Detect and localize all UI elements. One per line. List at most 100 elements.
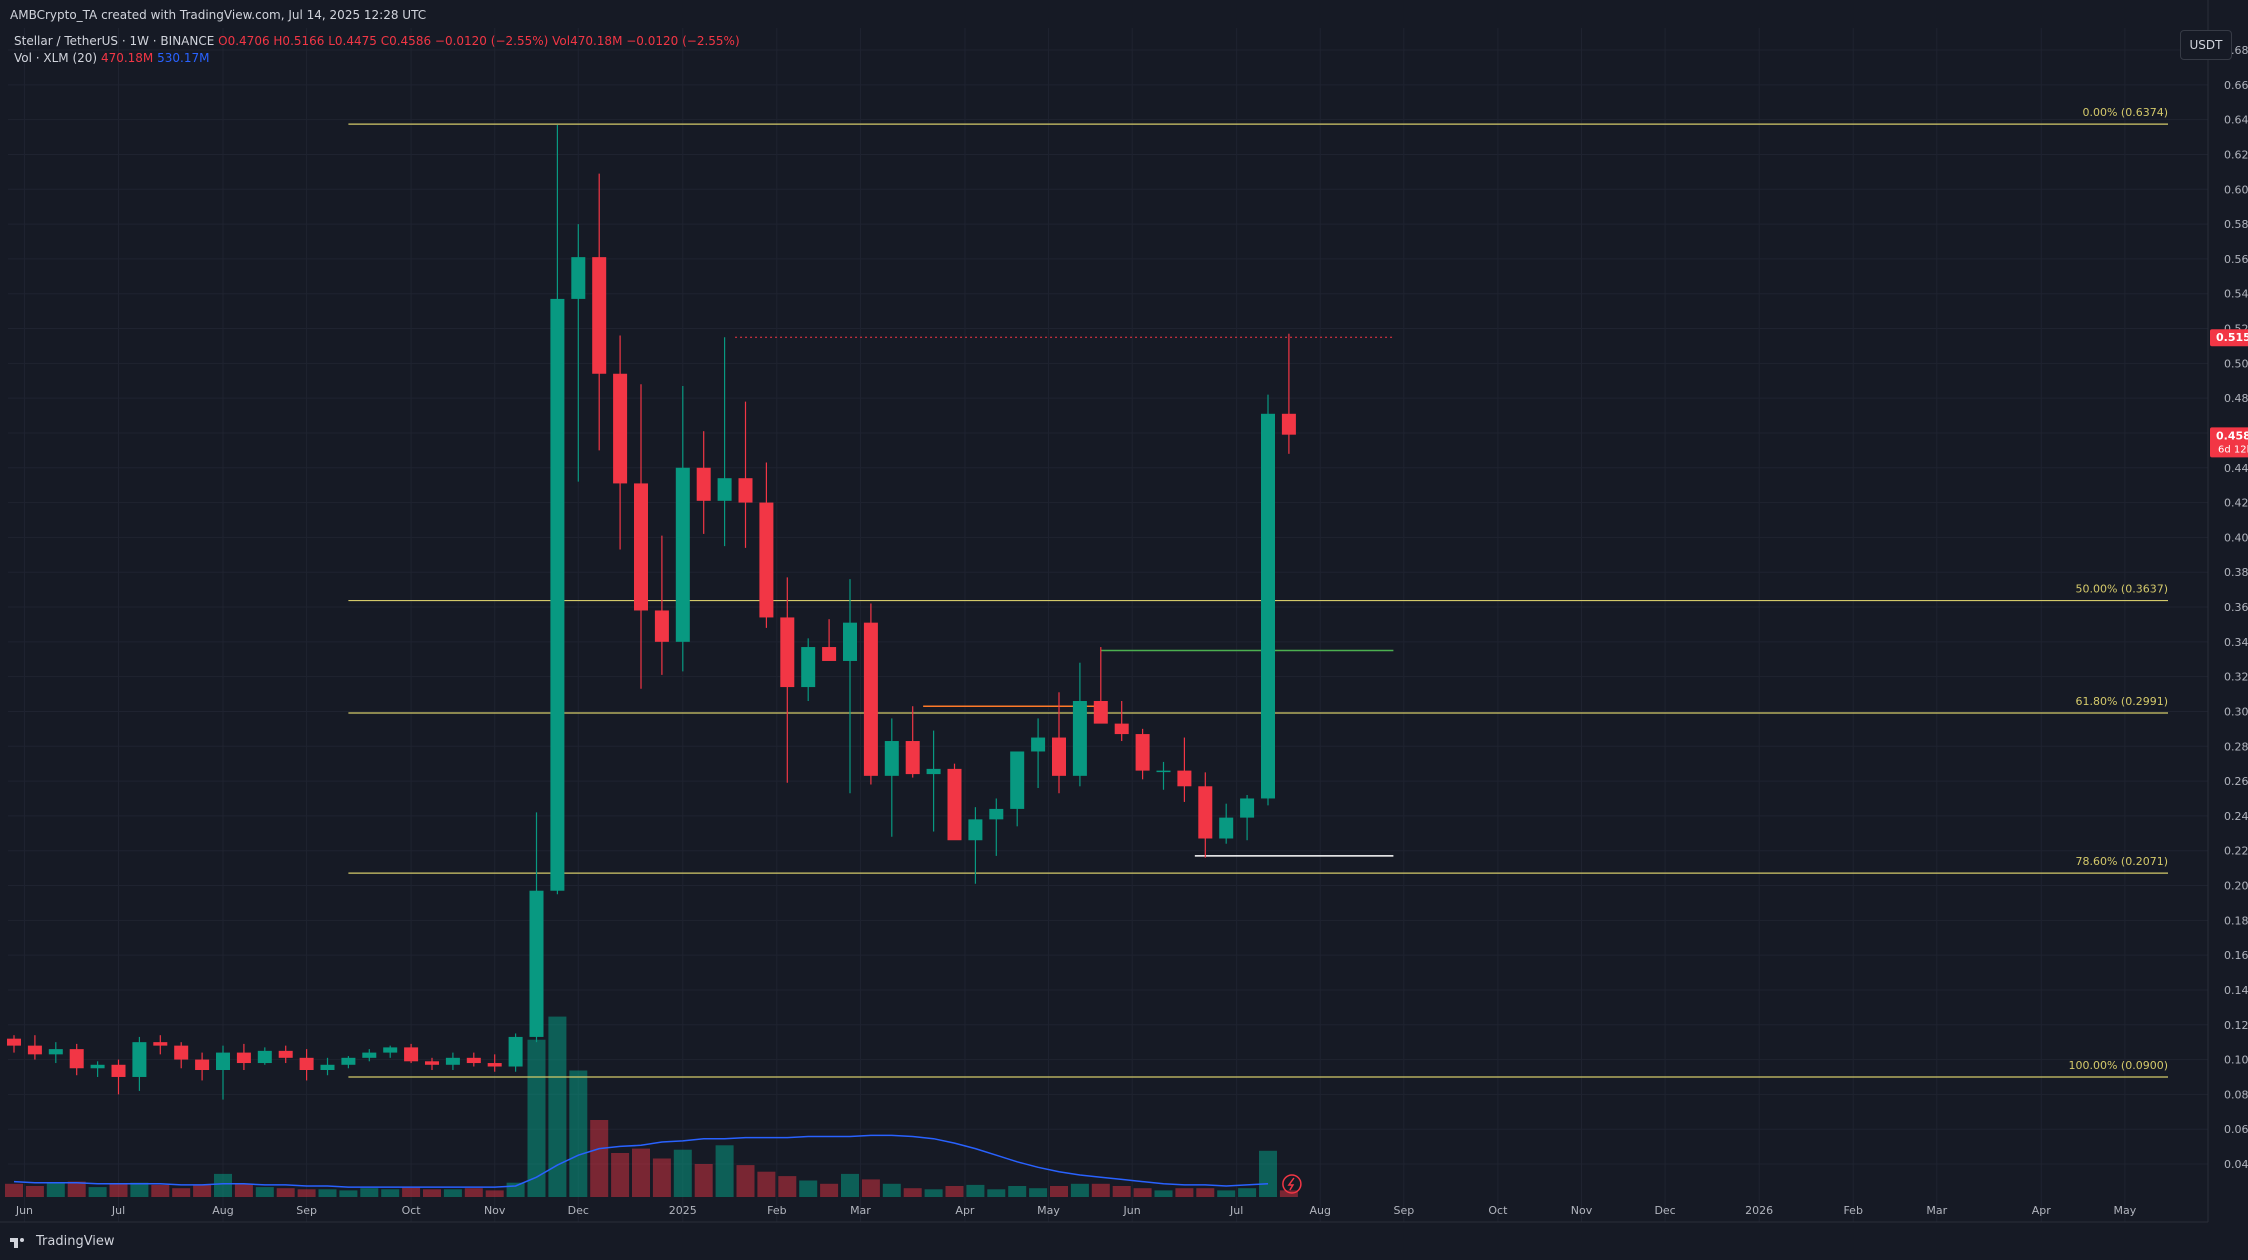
- fib-level-label: 0.00% (0.6374): [2082, 106, 2168, 119]
- volume-indicator-label[interactable]: Vol · XLM (20): [14, 51, 98, 65]
- x-tick-label: May: [1037, 1204, 1060, 1217]
- x-tick-label: Oct: [402, 1204, 422, 1217]
- candle-body: [1135, 734, 1150, 771]
- volume-series: [5, 1016, 1298, 1197]
- volume-bar: [757, 1171, 776, 1197]
- candle-body: [445, 1057, 460, 1065]
- volume-change: Vol470.18M −0.0120 (−2.55%): [552, 34, 740, 48]
- volume-bar: [297, 1189, 316, 1197]
- volume-bar: [1217, 1190, 1236, 1197]
- candle-body: [1198, 786, 1213, 839]
- volume-bar: [130, 1182, 149, 1197]
- volume-bar: [193, 1184, 212, 1197]
- candle-body: [466, 1057, 481, 1064]
- candle-body: [257, 1050, 272, 1064]
- price-label-box: [2210, 427, 2248, 458]
- candle-body: [884, 741, 899, 776]
- y-tick-label: 0.0400: [2224, 1158, 2248, 1171]
- candle-body: [654, 610, 669, 642]
- x-tick-label: Feb: [767, 1204, 786, 1217]
- volume-bar: [88, 1187, 107, 1197]
- candle-body: [592, 257, 607, 374]
- x-tick-label: Jul: [111, 1204, 125, 1217]
- x-tick-label: Oct: [1488, 1204, 1508, 1217]
- candle-body: [717, 478, 732, 501]
- volume-bar: [569, 1070, 588, 1197]
- volume-bar: [5, 1183, 23, 1197]
- y-tick-label: 0.0600: [2224, 1123, 2248, 1136]
- y-tick-label: 0.2800: [2224, 740, 2248, 753]
- candle-body: [1072, 700, 1087, 776]
- candle-body: [1177, 770, 1192, 787]
- candle-body: [195, 1059, 210, 1071]
- candle-body: [278, 1050, 293, 1058]
- volume-bar: [25, 1186, 44, 1197]
- volume-bar: [820, 1183, 839, 1197]
- x-tick-label: Aug: [212, 1204, 233, 1217]
- volume-bar: [590, 1120, 609, 1197]
- x-tick-label: Dec: [1654, 1204, 1675, 1217]
- x-tick-label: Sep: [296, 1204, 317, 1217]
- candle-body: [634, 483, 648, 611]
- volume-bar: [945, 1186, 964, 1197]
- y-tick-label: 0.1400: [2224, 984, 2248, 997]
- volume-bar: [423, 1189, 441, 1197]
- currency-selector[interactable]: USDT: [2180, 30, 2232, 60]
- volume-legend: Vol · XLM (20) 470.18M 530.17M: [14, 51, 209, 65]
- candle-body: [341, 1057, 356, 1065]
- volume-bar: [402, 1187, 421, 1197]
- volume-bar: [339, 1190, 358, 1197]
- candle-body: [153, 1042, 168, 1046]
- candle-body: [1156, 770, 1171, 773]
- volume-bar: [234, 1183, 253, 1197]
- y-tick-label: 0.4400: [2224, 462, 2248, 475]
- y-tick-label: 0.5800: [2224, 218, 2248, 231]
- candle-body: [1052, 737, 1066, 776]
- candle-body: [27, 1045, 42, 1055]
- volume-bar: [1008, 1186, 1027, 1197]
- symbol-name[interactable]: Stellar / TetherUS · 1W · BINANCE: [14, 34, 215, 48]
- volume-bar: [1175, 1188, 1194, 1197]
- y-tick-label: 0.6400: [2224, 114, 2248, 127]
- y-tick-label: 0.6000: [2224, 183, 2248, 196]
- y-tick-label: 0.6600: [2224, 79, 2248, 92]
- volume-bar: [360, 1188, 379, 1197]
- candle-body: [69, 1049, 84, 1069]
- volume-bar: [987, 1189, 1006, 1197]
- x-tick-label: Mar: [1926, 1204, 1947, 1217]
- fib-level-label: 61.80% (0.2991): [2075, 695, 2168, 708]
- x-tick-label: Apr: [955, 1204, 975, 1217]
- volume-value: 470.18M: [100, 51, 154, 65]
- candle-body: [738, 478, 753, 503]
- grid: [8, 28, 2208, 1222]
- y-tick-label: 0.0800: [2224, 1088, 2248, 1101]
- candle-body: [90, 1064, 105, 1069]
- candle-body: [487, 1063, 502, 1067]
- y-tick-label: 0.1600: [2224, 949, 2248, 962]
- y-tick-label: 0.2200: [2224, 845, 2248, 858]
- volume-bar: [1133, 1188, 1152, 1197]
- volume-bar: [611, 1153, 630, 1197]
- candle-body: [425, 1061, 439, 1065]
- tradingview-logo[interactable]: TradingView: [10, 1234, 115, 1249]
- created-by-text: AMBCrypto_TA created with TradingView.co…: [10, 8, 427, 22]
- candle-body: [1093, 700, 1108, 724]
- candle-body: [905, 741, 920, 775]
- ohlc-values: O0.4706 H0.5166 L0.4475 C0.4586 −0.0120 …: [218, 34, 549, 48]
- x-tick-label: Dec: [568, 1204, 589, 1217]
- x-tick-label: Aug: [1310, 1204, 1331, 1217]
- x-tick-label: Feb: [1843, 1204, 1862, 1217]
- x-tick-label: Jun: [15, 1204, 33, 1217]
- candle-body: [216, 1052, 230, 1071]
- tradingview-brand: TradingView: [36, 1234, 115, 1249]
- volume-bar: [464, 1188, 483, 1197]
- flash-icon: [1282, 1174, 1302, 1194]
- price-label-countdown: 6d 12h: [2218, 444, 2248, 455]
- volume-bar: [151, 1184, 170, 1197]
- candle-body: [696, 467, 711, 501]
- y-tick-label: 0.1200: [2224, 1019, 2248, 1032]
- fib-level-label: 78.60% (0.2071): [2075, 855, 2168, 868]
- candle-body: [822, 647, 837, 661]
